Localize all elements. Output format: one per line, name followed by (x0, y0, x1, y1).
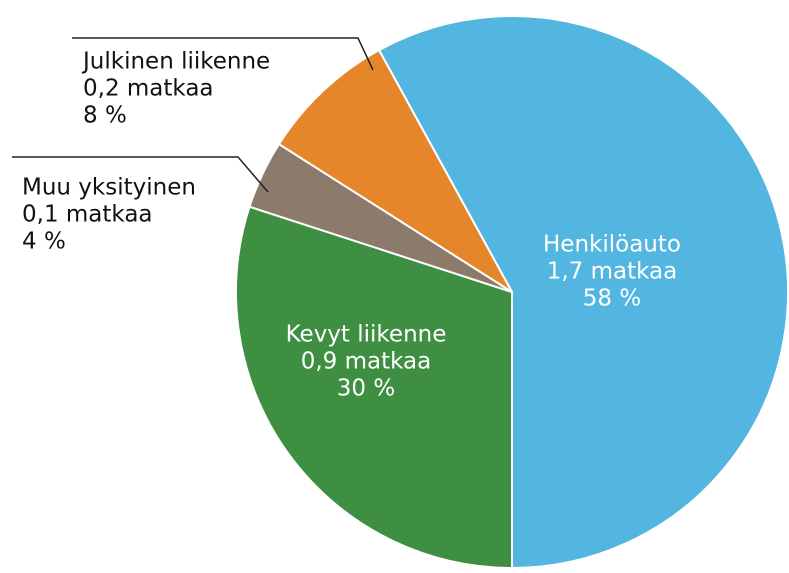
value-label: 4 % (22, 229, 66, 255)
slice-label: Muu yksityinen (22, 175, 196, 201)
pie-slice (235, 205, 513, 570)
value-label: 8 % (83, 103, 127, 129)
trip-label: 0,9 matkaa (301, 349, 432, 375)
pie (235, 15, 789, 570)
trip-label: 0,2 matkaa (83, 76, 214, 102)
pie-slice (277, 48, 513, 293)
trip-label: 1,7 matkaa (547, 259, 678, 285)
slice-label: Kevyt liikenne (286, 322, 447, 348)
slice-label: Henkilöauto (543, 232, 681, 258)
leader-line (72, 37, 374, 71)
leader-line (12, 156, 269, 193)
pie-slice (377, 15, 789, 570)
slice-label: Julkinen liikenne (81, 49, 270, 75)
value-label: 58 % (583, 286, 641, 312)
trip-label: 0,1 matkaa (22, 202, 153, 228)
value-label: 30 % (337, 376, 395, 402)
